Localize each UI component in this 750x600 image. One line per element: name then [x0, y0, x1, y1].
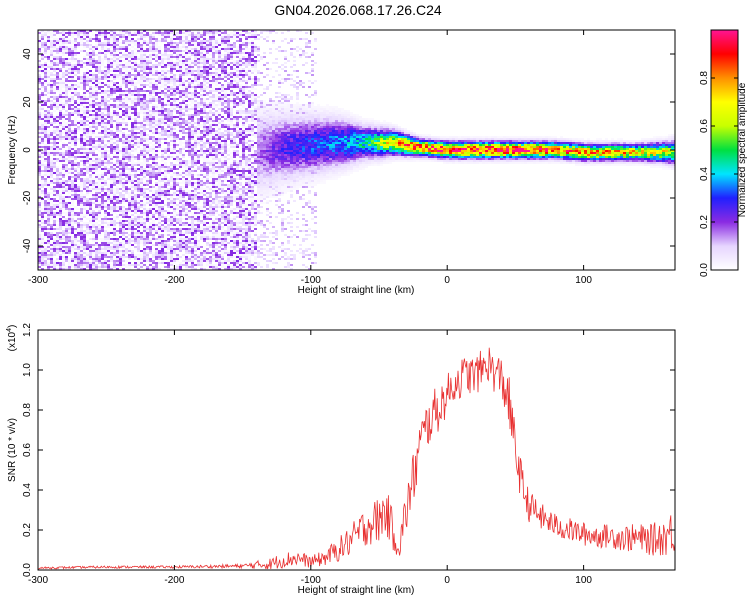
snr-series-line [38, 347, 675, 570]
snr-xtick-label: -300 [28, 575, 48, 586]
colorbar-tick-label: 0.0 [699, 263, 710, 277]
snr-ytick-label: 1.0 [22, 363, 33, 377]
spectrogram-ytick-label: -40 [22, 238, 33, 253]
figure-title: GN04.2026.068.17.26.C24 [274, 2, 442, 18]
spectrogram-ytick-label: -20 [22, 190, 33, 205]
snr-ytick-label: 0.2 [22, 523, 33, 537]
spectrogram-ytick-label: 0 [22, 147, 33, 153]
spectrogram-xtick-label: -200 [164, 275, 184, 286]
snr-panel: -300 -200 -100 0 100 0.0 0.2 0.4 0.6 0.8 1.0 1.2 He… [6, 323, 676, 596]
snr-ytick-label: 0.6 [22, 443, 33, 457]
colorbar-ticks: 0.0 0.2 0.4 0.6 0.8 [699, 71, 738, 277]
spectrogram-ytick-label: 20 [22, 96, 33, 108]
snr-ylabel: SNR (10 * v/v) [7, 418, 18, 482]
snr-ytick-label: 0.0 [22, 563, 33, 577]
snr-ytick-label: 0.4 [22, 483, 33, 497]
snr-xtick-label: -100 [301, 575, 321, 586]
colorbar-gradient [710, 29, 739, 271]
snr-xlabel: Height of straight line (km) [298, 585, 415, 596]
colorbar: 0.0 0.2 0.4 0.6 0.8 Normalized spectral ampl… [699, 29, 748, 277]
colorbar-tick-label: 0.8 [699, 71, 710, 85]
colorbar-tick-label: 0.2 [699, 215, 710, 229]
snr-xtick-label: 100 [575, 575, 592, 586]
colorbar-tick-label: 0.4 [699, 167, 710, 181]
spectrogram-xlabel: Height of straight line (km) [298, 285, 415, 296]
spectrogram-xtick-label: -100 [301, 275, 321, 286]
snr-ytick-label: 0.8 [22, 403, 33, 417]
spectrogram-heatmap [38, 30, 675, 270]
spectrogram-ylabel: Frequency (Hz) [7, 116, 18, 185]
snr-ytick-label: 1.2 [22, 323, 33, 337]
spectrogram-ytick-label: 40 [22, 48, 33, 60]
spectrogram-xtick-label: -300 [28, 275, 48, 286]
spectrogram-xtick-label: 100 [575, 275, 592, 286]
spectrogram-xtick-label: 0 [444, 275, 450, 286]
snr-ticks: -300 -200 -100 0 100 0.0 0.2 0.4 0.6 0.8 1.0 1.2 [22, 323, 675, 586]
snr-multiplier: (x104) [6, 325, 18, 352]
colorbar-tick-label: 0.6 [699, 119, 710, 133]
snr-xtick-label: -200 [164, 575, 184, 586]
colorbar-label: Normalized spectral amplitude [737, 82, 748, 217]
snr-xtick-label: 0 [444, 575, 450, 586]
